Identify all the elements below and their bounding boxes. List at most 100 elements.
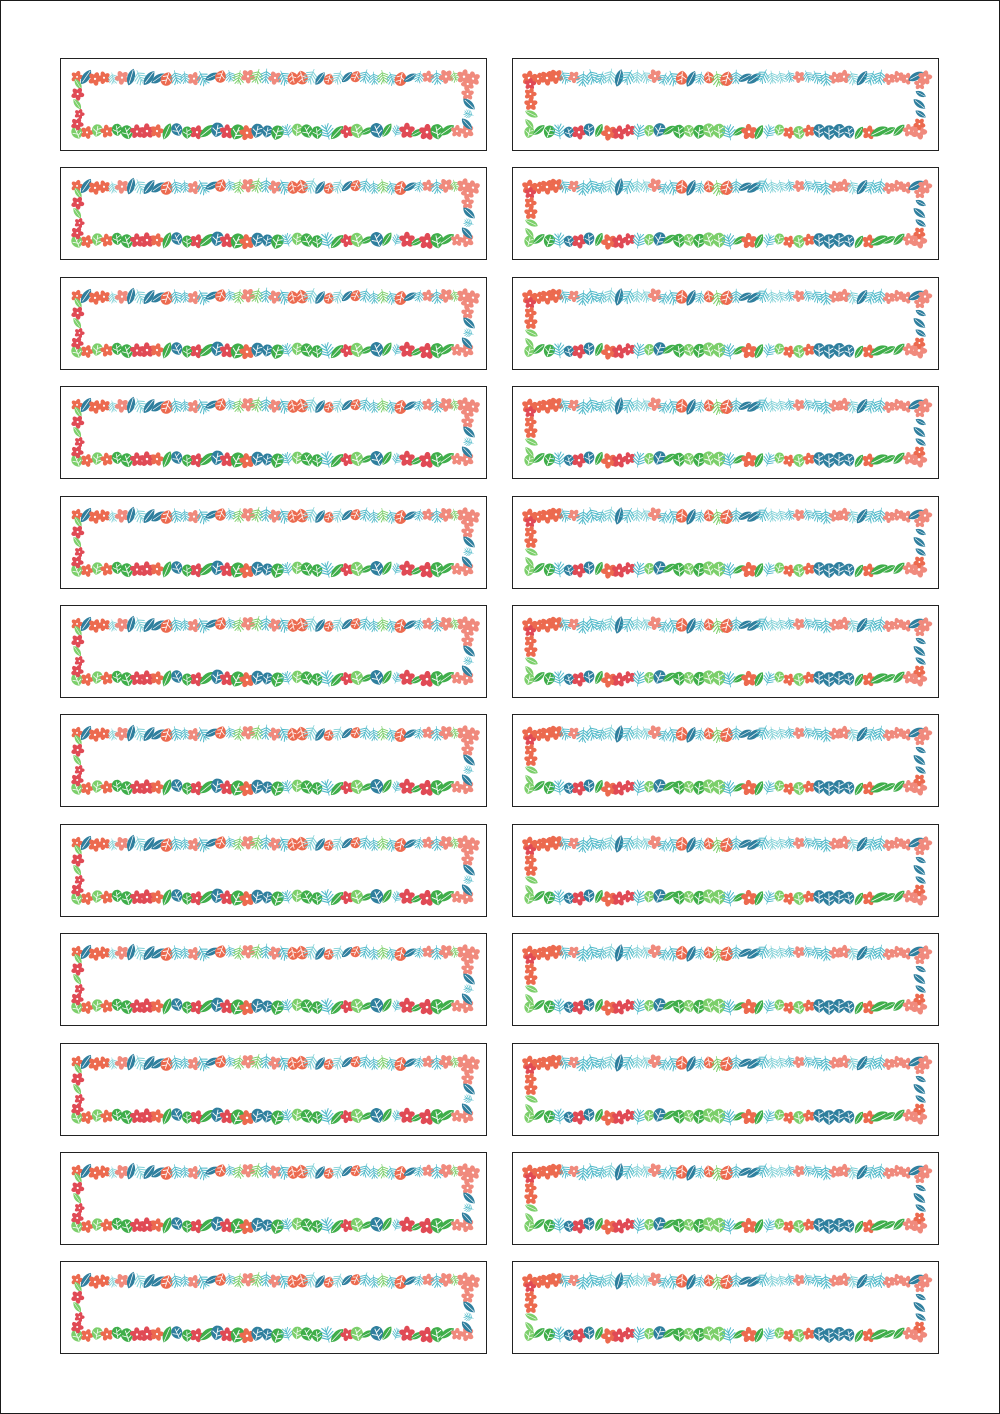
monstera-motif — [842, 343, 857, 359]
frond-motif — [760, 779, 778, 797]
frond-motif — [593, 507, 609, 524]
tropical-border-frame — [518, 832, 935, 910]
tropical-label[interactable] — [60, 58, 487, 151]
tropical-label[interactable] — [512, 824, 939, 917]
monstera-motif — [832, 232, 846, 248]
frond-motif — [375, 724, 391, 742]
monstera-motif — [718, 616, 736, 635]
tropical-border-frame — [69, 612, 484, 690]
tropical-label[interactable] — [60, 933, 487, 1026]
leaf-motif — [461, 884, 473, 896]
leaf-motif — [533, 780, 545, 792]
tropical-label[interactable] — [512, 167, 939, 260]
leaf-motif — [533, 233, 545, 245]
leaf-motif — [915, 1291, 927, 1303]
leaf-motif — [524, 556, 535, 568]
monstera-motif — [181, 1220, 193, 1234]
monstera-motif — [711, 1107, 727, 1125]
frond-motif — [375, 615, 391, 633]
tropical-label[interactable] — [512, 386, 939, 479]
monstera-motif — [675, 179, 689, 195]
leaf-motif — [533, 343, 545, 355]
hibiscus-motif — [419, 943, 437, 961]
leaf-motif — [854, 617, 870, 633]
hibiscus-motif — [791, 944, 807, 960]
monstera-motif — [643, 561, 656, 576]
monstera-motif — [213, 615, 229, 632]
hibiscus-motif — [398, 669, 416, 686]
monstera-motif — [791, 890, 807, 907]
hibiscus-motif — [791, 178, 807, 194]
tropical-label[interactable] — [512, 714, 939, 807]
leaf-motif — [71, 98, 83, 110]
monstera-motif — [791, 780, 807, 797]
tropical-label[interactable] — [512, 1152, 939, 1245]
monstera-motif — [711, 1325, 727, 1343]
hibiscus-motif — [522, 533, 540, 551]
tropical-label[interactable] — [512, 605, 939, 698]
leaf-motif — [662, 342, 676, 356]
hibiscus-motif — [438, 506, 454, 523]
hibiscus-motif — [419, 287, 437, 305]
leaf-motif — [71, 207, 83, 219]
leaf-motif — [746, 71, 762, 86]
leaf-motif — [915, 307, 927, 319]
monstera-motif — [791, 1109, 807, 1126]
tropical-label[interactable] — [512, 1043, 939, 1136]
leaf-motif — [524, 337, 535, 349]
leaf-motif — [913, 97, 926, 111]
leaf-motif — [463, 1191, 476, 1205]
leaf-motif — [746, 837, 762, 852]
tropical-label[interactable] — [60, 714, 487, 807]
frond-motif — [773, 1271, 789, 1288]
monstera-motif — [842, 562, 857, 578]
frond-motif — [258, 505, 274, 523]
frond-motif — [375, 506, 391, 524]
tropical-label[interactable] — [60, 496, 487, 589]
frond-motif — [367, 289, 381, 305]
leaf-motif — [71, 864, 83, 876]
monstera-motif — [181, 1111, 193, 1125]
tropical-label[interactable] — [60, 1152, 487, 1245]
tropical-label[interactable] — [60, 167, 487, 260]
frond-motif — [375, 1053, 391, 1071]
leaf-motif — [915, 1311, 927, 1323]
leaf-motif — [662, 451, 676, 465]
leaf-motif — [463, 1082, 476, 1096]
tropical-label[interactable] — [60, 1261, 487, 1354]
monstera-motif — [832, 779, 846, 795]
tropical-label[interactable] — [60, 277, 487, 370]
tropical-label[interactable] — [512, 277, 939, 370]
frond-motif — [258, 942, 274, 960]
monstera-motif — [675, 726, 689, 742]
monstera-motif — [522, 125, 536, 140]
tropical-label[interactable] — [512, 1261, 939, 1354]
leaf-motif — [913, 206, 926, 220]
tropical-label[interactable] — [60, 1043, 487, 1136]
leaf-motif — [915, 1182, 927, 1194]
leaf-motif — [915, 436, 927, 448]
leaf-motif — [915, 217, 927, 229]
hibiscus-motif — [419, 396, 437, 414]
frond-motif — [462, 546, 475, 558]
frond-motif — [258, 723, 274, 741]
leaf-motif — [463, 97, 476, 111]
tropical-label[interactable] — [512, 58, 939, 151]
monstera-motif — [711, 122, 727, 140]
tropical-label[interactable] — [60, 386, 487, 479]
monstera-motif — [832, 998, 846, 1014]
tropical-label[interactable] — [512, 496, 939, 589]
leaf-motif — [915, 854, 927, 866]
hibiscus-motif — [398, 1107, 416, 1124]
monstera-motif — [711, 231, 727, 249]
frond-motif — [375, 287, 391, 305]
tropical-border-frame — [518, 504, 935, 582]
hibiscus-motif — [419, 615, 437, 633]
hibiscus-motif — [419, 68, 437, 86]
monstera-motif — [181, 235, 193, 249]
leaf-motif — [461, 118, 473, 130]
tropical-label[interactable] — [512, 933, 939, 1026]
tropical-label[interactable] — [60, 824, 487, 917]
tropical-label[interactable] — [60, 605, 487, 698]
